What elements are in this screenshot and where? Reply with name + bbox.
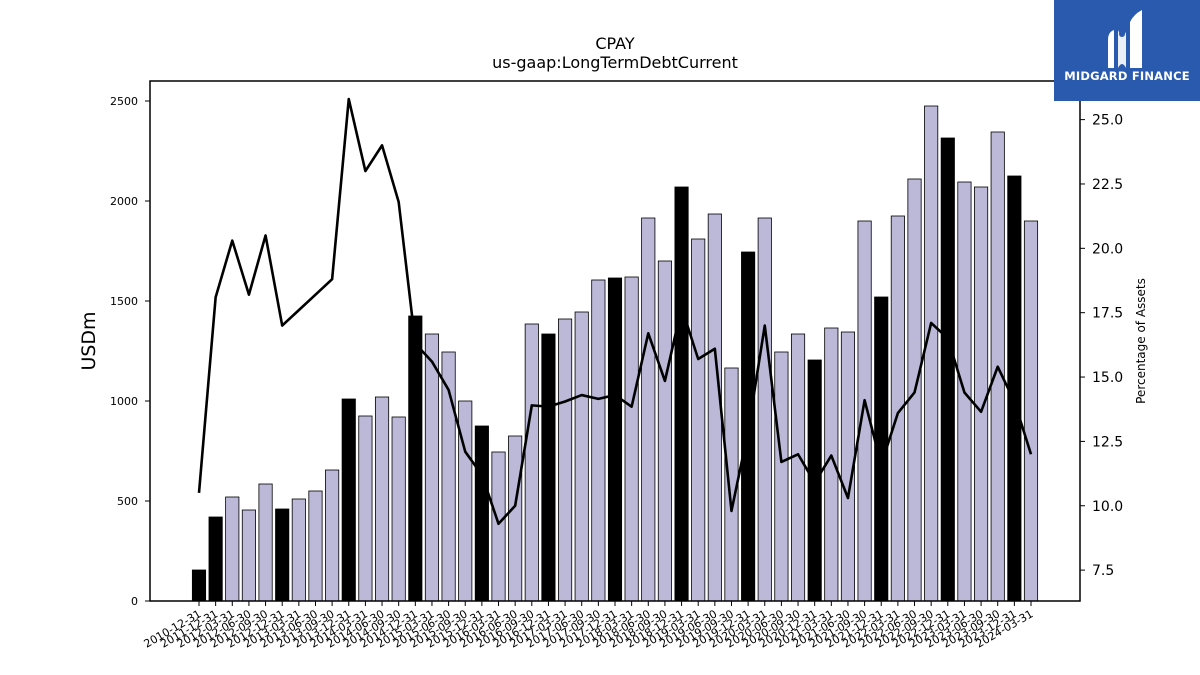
- bar-2013-06-30: [308, 490, 323, 602]
- bar-2019-06-30: [707, 213, 722, 602]
- bar-2013-12-31: [341, 398, 356, 602]
- y-tick-label: 2500: [110, 95, 138, 108]
- bar-2020-03-31: [757, 217, 772, 602]
- bar-2017-09-30: [591, 279, 606, 602]
- bar-2015-12-31: [474, 425, 489, 602]
- bar-2010-12-31: [191, 569, 207, 602]
- bar-2017-06-30: [574, 311, 589, 602]
- bar-2014-06-30: [374, 396, 390, 602]
- bar-2012-09-30: [258, 483, 273, 602]
- chart-subtitle: us-gaap:LongTermDebtCurrent: [492, 53, 738, 72]
- logo-text: MIDGARD FINANCE: [1064, 69, 1190, 83]
- bar-series: [191, 105, 1039, 602]
- bar-2012-12-31: [275, 508, 290, 602]
- bar-2022-12-31: [940, 137, 955, 602]
- bar-2016-12-31: [541, 333, 556, 602]
- bar-2014-03-31: [358, 415, 373, 602]
- logo-mark-icon: [1108, 10, 1142, 68]
- y-tick-label: 2000: [110, 195, 138, 208]
- bar-2017-03-31: [558, 318, 573, 602]
- bar-2018-12-31: [674, 186, 689, 602]
- bar-2013-03-31: [291, 498, 306, 602]
- bar-2011-12-31: [208, 516, 223, 602]
- y2-tick-label: 17.5: [1092, 306, 1123, 322]
- y2-tick-label: 7.5: [1092, 563, 1114, 579]
- bar-2012-03-31: [225, 496, 240, 602]
- bar-2018-09-30: [657, 260, 672, 602]
- y-tick-label: 1500: [110, 295, 138, 308]
- bar-2020-06-30: [774, 351, 789, 602]
- y2-tick-label: 15.0: [1092, 370, 1123, 386]
- y2-tick-label: 20.0: [1092, 241, 1123, 257]
- bar-2016-03-31: [491, 451, 506, 602]
- plot-frame: [149, 80, 1081, 602]
- y2-tick-label: 10.0: [1092, 499, 1123, 515]
- bar-2022-09-30: [924, 105, 939, 602]
- bar-2014-12-31: [408, 315, 423, 602]
- bar-2015-03-31: [424, 333, 440, 602]
- bar-2018-06-30: [641, 217, 656, 602]
- y-tick-label: 1000: [110, 395, 138, 408]
- brand-logo: MIDGARD FINANCE: [1054, 0, 1200, 101]
- y2-axis-label: Percentage of Assets: [1134, 278, 1148, 404]
- bar-2023-12-31: [1007, 175, 1022, 602]
- bar-2021-09-30: [857, 220, 872, 602]
- bar-2020-09-30: [790, 333, 806, 602]
- bar-2017-12-31: [607, 277, 623, 602]
- bar-2016-06-30: [508, 435, 523, 602]
- y-tick-label: 0: [131, 595, 138, 608]
- y-tick-label: 500: [117, 495, 138, 508]
- y2-ticks: 7.5 10.0 12.5 15.0 17.5 20.0 22.5 25.0: [1080, 113, 1123, 579]
- y2-tick-label: 12.5: [1092, 434, 1123, 450]
- y2-tick-label: 22.5: [1092, 177, 1123, 193]
- bar-2018-03-31: [624, 276, 639, 602]
- bar-2012-06-30: [241, 509, 256, 602]
- bar-2023-06-30: [974, 186, 989, 602]
- y2-tick-label: 25.0: [1092, 113, 1123, 129]
- bar-2019-03-31: [691, 238, 706, 602]
- x-ticks: 2010-12-312011-12-312012-03-312012-06-30…: [142, 601, 1036, 651]
- bar-2016-09-30: [524, 323, 539, 602]
- bar-2013-09-30: [325, 469, 340, 602]
- bar-2014-09-30: [391, 416, 406, 602]
- y-axis-label: USDm: [78, 311, 100, 370]
- bar-2024-03-31: [1023, 220, 1039, 602]
- y-ticks: 0 500 1000 1500 2000 2500: [110, 95, 150, 608]
- percentage-line: [197, 97, 1033, 526]
- chart-title: CPAY: [595, 34, 635, 53]
